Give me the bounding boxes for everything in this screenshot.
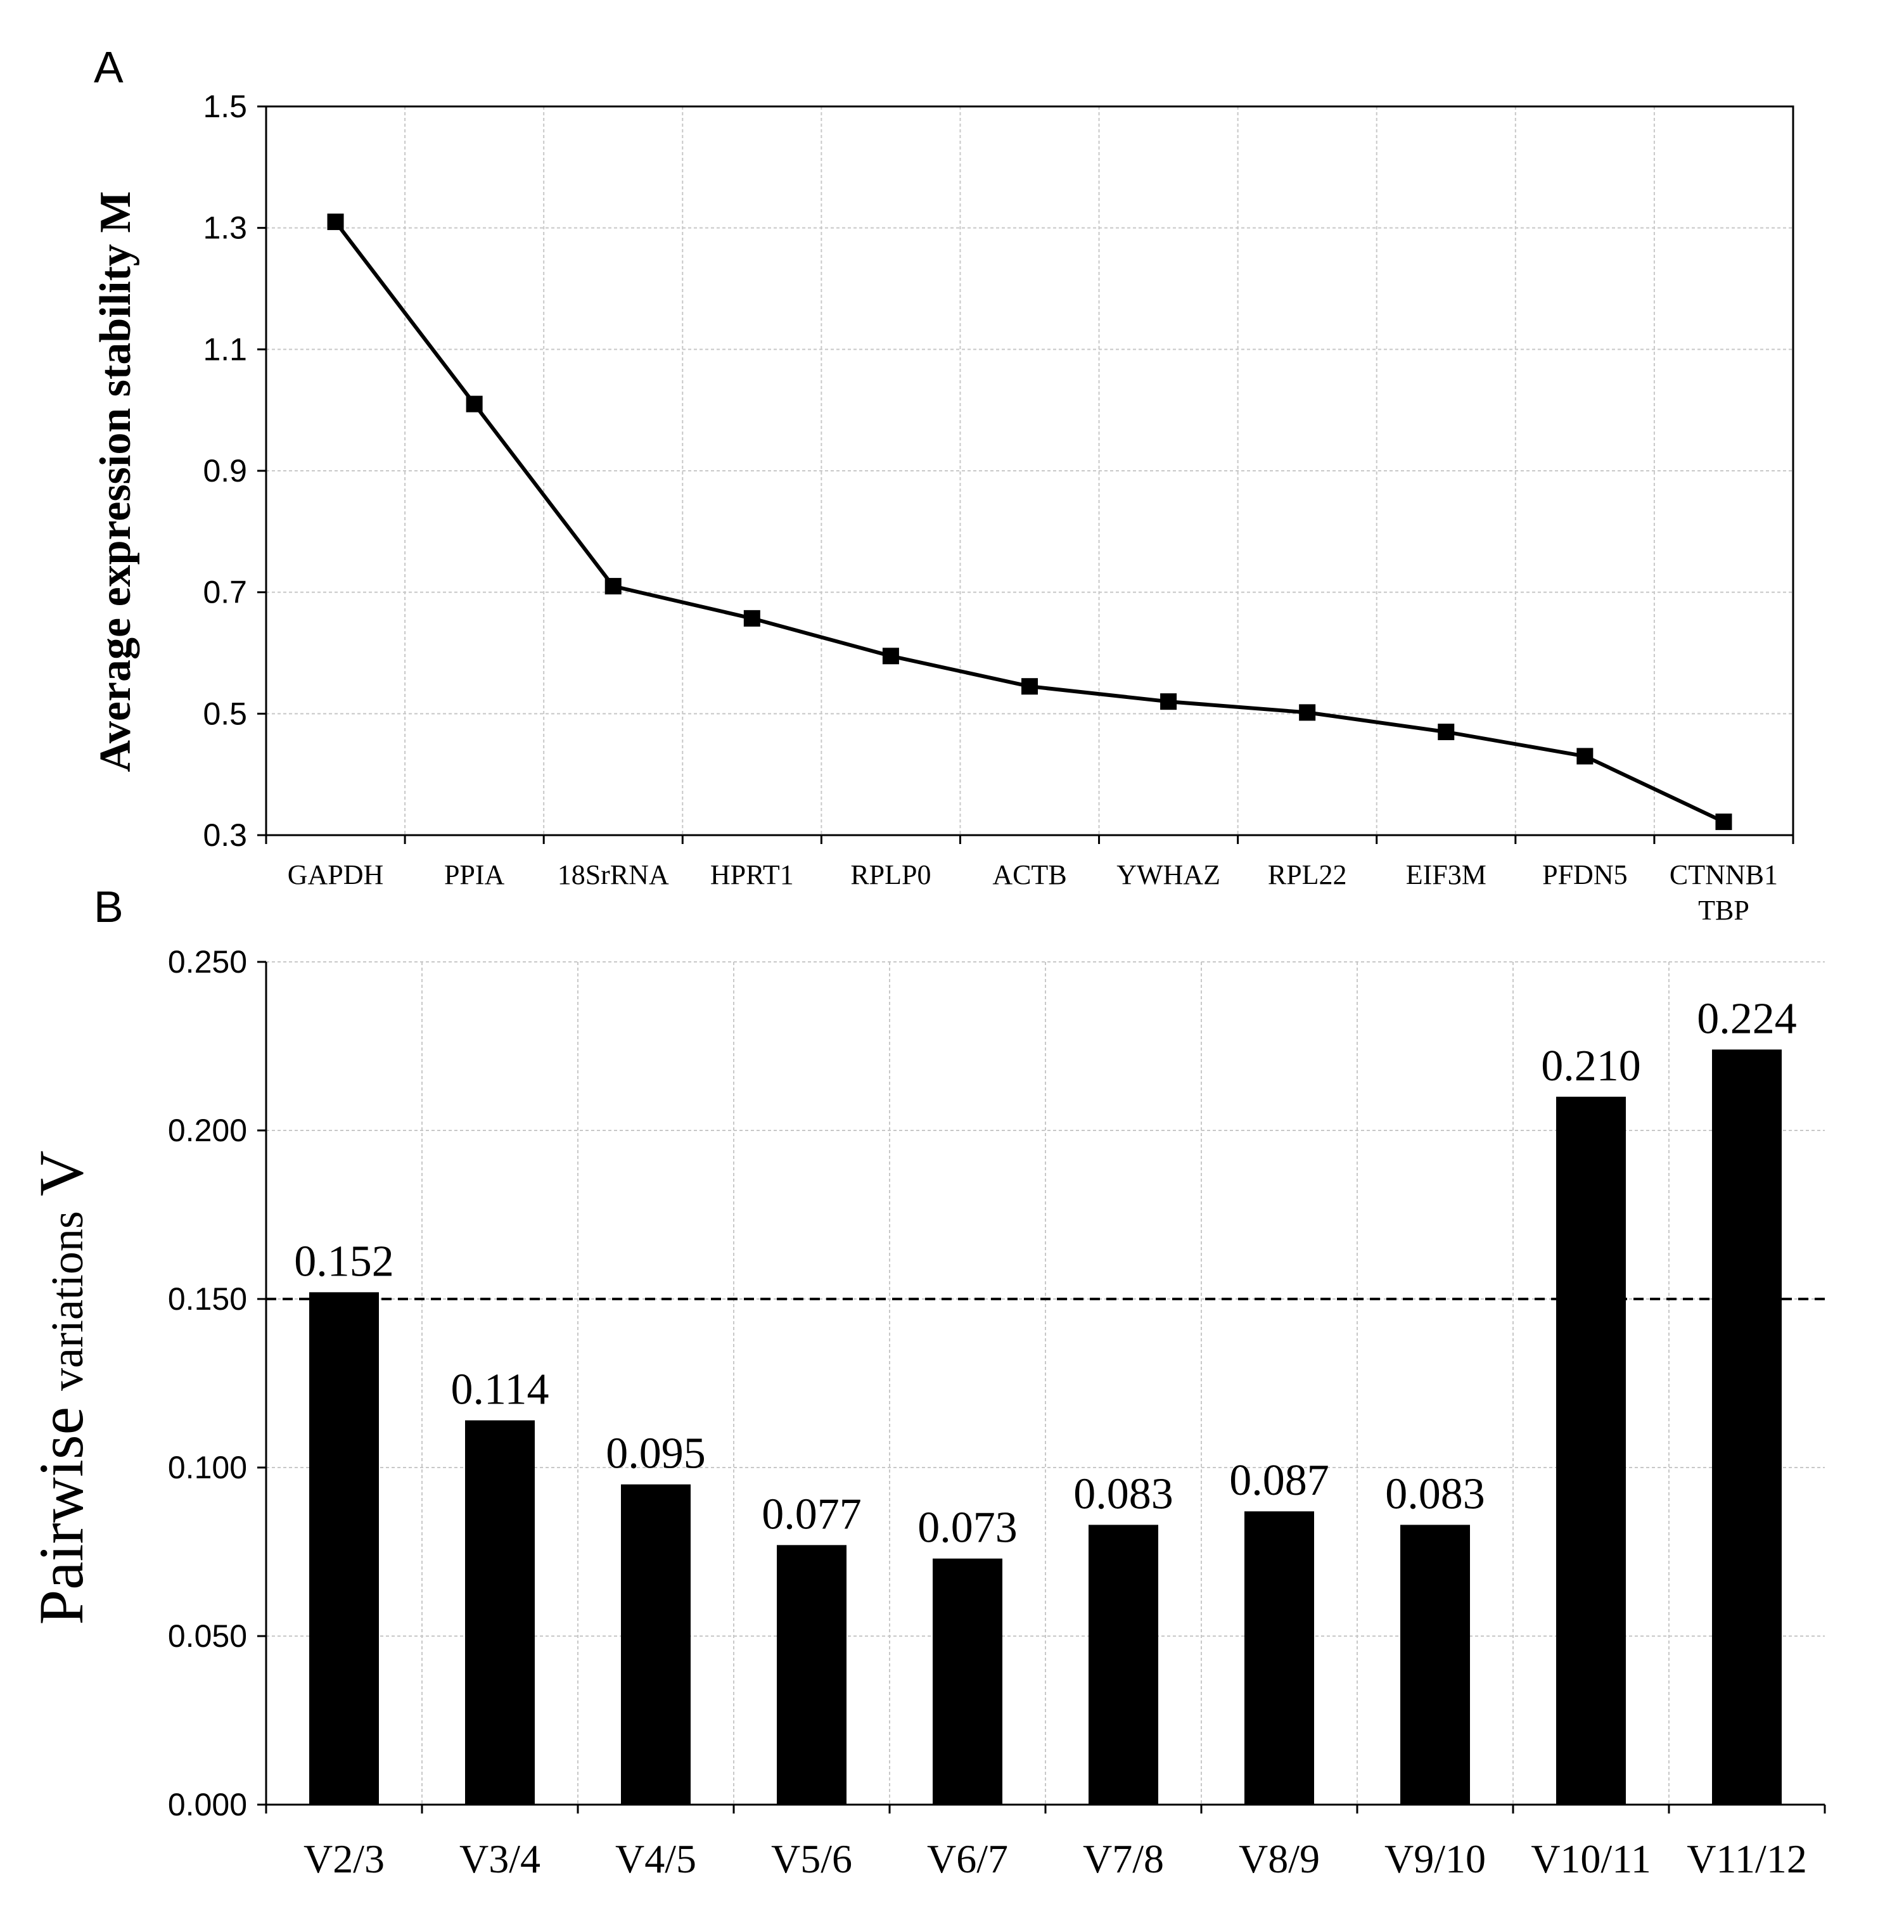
panel-a-x-tick-label: CTNNB1 TBP <box>1670 859 1778 926</box>
panel-b-data-label: 0.114 <box>451 1366 549 1414</box>
panel-a-x-tick-label-line: YWHAZ <box>1116 859 1220 890</box>
panel-b-bar <box>777 1545 847 1805</box>
panel-b-x-tick-label: V7/8 <box>1083 1836 1164 1881</box>
panel-b-y-axis-label: Pairwise variations V <box>26 1151 96 1625</box>
panel-a-x-tick-label-line: PPIA <box>444 859 505 890</box>
panel-a-data-point <box>1438 724 1455 741</box>
panel-a-x-tick-label: ACTB <box>992 859 1066 890</box>
panel-b-y-tick-label: 0.250 <box>168 944 247 980</box>
panel-b-y-tick-label: 0.050 <box>168 1618 247 1654</box>
panel-b-bar <box>933 1558 1002 1805</box>
panel-b-bar <box>1244 1511 1314 1805</box>
panel-a-x-tick-label: EIF3M <box>1406 859 1486 890</box>
panel-a-y-tick-label: 1.5 <box>203 89 247 124</box>
ylabel-part-3: V <box>26 1151 96 1211</box>
panel-b-data-label: 0.073 <box>917 1504 1018 1552</box>
panel-a-y-tick-label: 0.7 <box>203 575 247 610</box>
panel-a-y-tick-label: 0.3 <box>203 817 247 853</box>
panel-a-y-tick-label: 1.1 <box>203 331 247 367</box>
panel-a-data-point <box>327 214 344 231</box>
panel-b-data-label: 0.077 <box>762 1490 862 1539</box>
panel-a-x-tick-label-line: 18SrRNA <box>558 859 669 890</box>
panel-b-x-tick-label: V4/5 <box>615 1836 696 1881</box>
panel-a-data-point <box>466 395 483 413</box>
panel-b-y-tick-label: 0.000 <box>168 1787 247 1822</box>
panel-a-x-tick-label-line: PFDN5 <box>1542 859 1628 890</box>
panel-a-data-point <box>1021 678 1038 695</box>
panel-b-data-label: 0.224 <box>1697 994 1797 1043</box>
panel-b-x-tick-label: V11/12 <box>1687 1836 1807 1881</box>
panel-b-x-tick-label: V2/3 <box>303 1836 385 1881</box>
panel-b-x-tick-label: V9/10 <box>1384 1836 1486 1881</box>
panel-a-x-tick-labels: GAPDH PPIA 18SrRNA HPRT1 RPLP0 ACTB YWHAZ RPL22… <box>288 859 1778 926</box>
panel-a-letter: A <box>94 42 124 92</box>
panel-a-x-tick-label-line: EIF3M <box>1406 859 1486 890</box>
panel-b-bar <box>621 1484 691 1805</box>
panel-a-x-tick-label-line: RPLP0 <box>850 859 931 890</box>
panel-b-y-tick-label: 0.200 <box>168 1113 247 1148</box>
panel-b-data-label: 0.210 <box>1541 1042 1641 1091</box>
panel-a-series <box>327 214 1732 830</box>
panel-a-x-tick-label: GAPDH <box>288 859 384 890</box>
panel-b-data-label: 0.083 <box>1073 1469 1173 1518</box>
panel-b-bar <box>309 1292 379 1805</box>
panel-a-data-point <box>743 610 760 627</box>
panel-a-y-tick-labels: 0.3 0.5 0.7 0.9 1.1 1.3 1.5 <box>203 89 247 853</box>
panel-b-axes <box>257 961 1826 1814</box>
panel-a-x-tick-label-line: GAPDH <box>288 859 384 890</box>
panel-b-data-label: 0.152 <box>294 1237 394 1286</box>
ylabel-part-2: variations <box>42 1211 93 1391</box>
panel-b-data-label: 0.083 <box>1385 1469 1485 1518</box>
panel-a-data-point <box>882 648 899 665</box>
panel-b-bar <box>465 1420 535 1805</box>
panel-a-data-point <box>1576 748 1594 765</box>
panel-a-axes <box>257 105 1794 844</box>
panel-a-x-tick-label: YWHAZ <box>1116 859 1220 890</box>
panel-b-data-label: 0.087 <box>1229 1456 1329 1505</box>
panel-b: B Pairwise variations V 0.0000.0500.1000… <box>26 882 1826 1881</box>
panel-b-y-tick-label: 0.150 <box>168 1281 247 1317</box>
panel-a-gridlines <box>266 106 1794 835</box>
panel-b-x-tick-label: V6/7 <box>927 1836 1008 1881</box>
panel-a-x-tick-label: HPRT1 <box>710 859 794 890</box>
panel-b-bar <box>1089 1525 1158 1805</box>
ylabel-part-1: Pairwise <box>26 1391 96 1625</box>
panel-a-y-tick-label: 0.9 <box>203 453 247 489</box>
panel-a-x-tick-label: PFDN5 <box>1542 859 1628 890</box>
panel-b-x-tick-label: V5/6 <box>771 1836 852 1881</box>
panel-a-data-point <box>604 578 622 595</box>
panel-a-y-tick-label: 0.5 <box>203 696 247 731</box>
panel-a: A Average expression stability M 0.30.50… <box>91 42 1794 926</box>
panel-b-data-labels: 0.152 0.114 0.095 0.077 0.073 0.083 0.087 0.083… <box>294 994 1797 1552</box>
panel-a-x-tick-label-line: HPRT1 <box>710 859 794 890</box>
panel-a-x-tick-label: PPIA <box>444 859 505 890</box>
panel-b-bar <box>1400 1525 1470 1805</box>
panel-a-data-point <box>1160 693 1177 710</box>
panel-a-x-tick-label: RPLP0 <box>850 859 931 890</box>
panel-a-data-point <box>1299 704 1316 721</box>
panel-b-x-tick-label: V10/11 <box>1531 1836 1651 1881</box>
panel-a-x-tick-label-line: CTNNB1 <box>1670 859 1778 890</box>
panel-b-y-tick-label: 0.100 <box>168 1450 247 1485</box>
panel-b-bar <box>1712 1049 1782 1805</box>
panel-b-x-tick-label: V8/9 <box>1239 1836 1320 1881</box>
panel-a-x-tick-label-line: ACTB <box>992 859 1066 890</box>
panel-a-x-tick-label-line: TBP <box>1698 895 1749 926</box>
panel-b-data-label: 0.095 <box>606 1430 706 1478</box>
panel-b-x-tick-labels: V2/3 V3/4 V4/5 V5/6 V6/7 V7/8 V8/9 V9/10 V10/11 V… <box>303 1836 1807 1881</box>
panel-b-x-tick-label: V3/4 <box>459 1836 540 1881</box>
panel-b-letter: B <box>94 882 124 931</box>
panel-a-y-tick-label: 1.3 <box>203 210 247 246</box>
panel-b-bar <box>1556 1096 1626 1805</box>
panel-a-x-tick-label: 18SrRNA <box>558 859 669 890</box>
panel-b-y-tick-labels: 0.000 0.050 0.100 0.150 0.200 0.250 <box>168 944 247 1822</box>
panel-a-data-point <box>1715 813 1732 830</box>
panel-a-y-axis-label: Average expression stability M <box>91 191 140 772</box>
panel-b-bars <box>309 1049 1782 1805</box>
panel-a-x-tick-label: RPL22 <box>1268 859 1347 890</box>
panel-a-x-tick-label-line: RPL22 <box>1268 859 1347 890</box>
